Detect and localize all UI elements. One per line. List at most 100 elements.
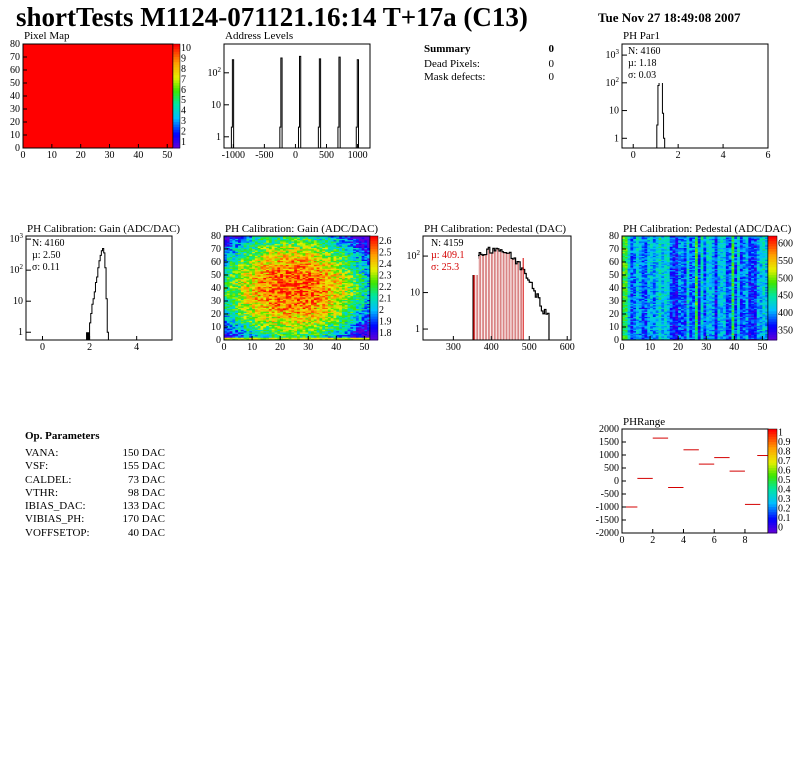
heatmap-cell: [274, 239, 278, 242]
heatmap-cell: [330, 288, 334, 290]
heatmap-cell: [364, 307, 368, 310]
heatmap-cell: [636, 247, 640, 250]
heatmap-cell: [344, 268, 348, 271]
heatmap-cell: [299, 307, 303, 310]
heatmap-cell: [316, 323, 320, 325]
heatmap-cell: [638, 298, 642, 300]
heatmap-cell: [633, 273, 637, 276]
heatmap-cell: [341, 245, 346, 247]
heatmap-cell: [316, 268, 320, 271]
heatmap-cell: [344, 263, 348, 265]
heatmap-cell: [308, 299, 312, 302]
heatmap-cell: [271, 302, 275, 304]
heatmap-cell: [633, 332, 637, 334]
heatmap-cell: [622, 319, 626, 321]
heatmap-cell: [638, 262, 642, 264]
colorbar-label: 2.2: [379, 282, 392, 293]
heatmap-cell: [311, 251, 315, 254]
heatmap-cell: [322, 275, 326, 277]
heatmap-cell: [274, 323, 278, 325]
heatmap-cell: [277, 316, 281, 319]
heatmap-cell: [224, 241, 228, 243]
heatmap-cell: [285, 265, 289, 268]
heatmap-cell: [339, 302, 343, 304]
heatmap-cell: [297, 288, 301, 290]
heatmap-cell: [330, 336, 334, 338]
heatmap-cell: [291, 307, 295, 310]
heatmap-cell: [355, 288, 360, 290]
heatmap-cell: [249, 288, 253, 290]
heatmap-cell: [622, 277, 626, 280]
heatmap-cell: [280, 310, 284, 312]
heatmap-cell: [252, 259, 256, 261]
heatmap-cell: [249, 267, 253, 269]
heatmap-cell: [336, 285, 340, 287]
heatmap-cell: [235, 238, 239, 241]
heatmap-cell: [243, 254, 247, 256]
heatmap-cell: [302, 237, 306, 239]
heatmap-cell: [229, 250, 233, 252]
heatmap-cell: [274, 271, 278, 273]
heatmap-cell: [347, 323, 351, 325]
heatmap-cell: [282, 308, 287, 311]
heatmap-cell: [249, 285, 253, 287]
heatmap-cell: [364, 245, 368, 247]
heatmap-cell: [353, 324, 357, 326]
heatmap-cell: [280, 330, 284, 333]
heatmap-cell: [299, 250, 303, 252]
heatmap-cell: [367, 285, 371, 287]
heatmap-cell: [238, 297, 242, 299]
heatmap-cell: [285, 311, 289, 313]
heatmap-cell: [249, 250, 253, 252]
colorbar-cell: [173, 70, 180, 74]
heatmap-cell: [630, 308, 634, 311]
heatmap-cell: [297, 250, 301, 252]
heatmap-cell: [367, 243, 371, 246]
heatmap-cell: [302, 256, 306, 259]
heatmap-cell: [333, 247, 337, 250]
heatmap-cell: [330, 245, 334, 247]
heatmap-cell: [627, 271, 631, 273]
heatmap-cell: [333, 298, 337, 300]
heatmap-cell: [355, 314, 360, 316]
heatmap-cell: [327, 334, 331, 337]
heatmap-cell: [299, 254, 303, 256]
heatmap-cell: [624, 246, 628, 248]
heatmap-cell: [299, 276, 303, 278]
heatmap-cell: [339, 297, 343, 299]
heatmap-cell: [254, 250, 258, 252]
heatmap-cell: [246, 328, 250, 330]
heatmap-cell: [355, 285, 360, 287]
heatmap-cell: [249, 249, 253, 251]
heatmap-cell: [308, 275, 312, 277]
heatmap-cell: [305, 255, 309, 258]
heatmap-cell: [249, 278, 253, 281]
heatmap-cell: [319, 263, 323, 265]
heatmap-cell: [294, 260, 298, 263]
heatmap-cell: [285, 301, 289, 303]
colorbar-cell: [173, 44, 180, 48]
heatmap-cell: [305, 259, 309, 261]
heatmap-cell: [257, 262, 261, 264]
heatmap-cell: [291, 321, 295, 324]
heatmap-cell: [229, 269, 233, 272]
heatmap-cell: [339, 315, 343, 317]
heatmap-cell: [260, 243, 264, 246]
heatmap-cell: [268, 293, 273, 295]
heatmap-cell: [235, 293, 239, 295]
heatmap-cell: [633, 275, 637, 277]
heatmap-cell: [339, 263, 343, 265]
heatmap-cell: [633, 304, 637, 307]
heatmap-cell: [627, 333, 631, 336]
heatmap-cell: [336, 324, 340, 326]
heatmap-cell: [341, 276, 346, 278]
heatmap-cell: [327, 273, 331, 276]
heatmap-cell: [347, 280, 351, 282]
heatmap-cell: [364, 263, 368, 265]
heatmap-cell: [358, 316, 362, 319]
heatmap-cell: [297, 265, 301, 268]
heatmap-cell: [367, 337, 371, 339]
heatmap-cell: [344, 328, 348, 330]
heatmap-cell: [243, 262, 247, 264]
colorbar-cell: [370, 282, 378, 286]
